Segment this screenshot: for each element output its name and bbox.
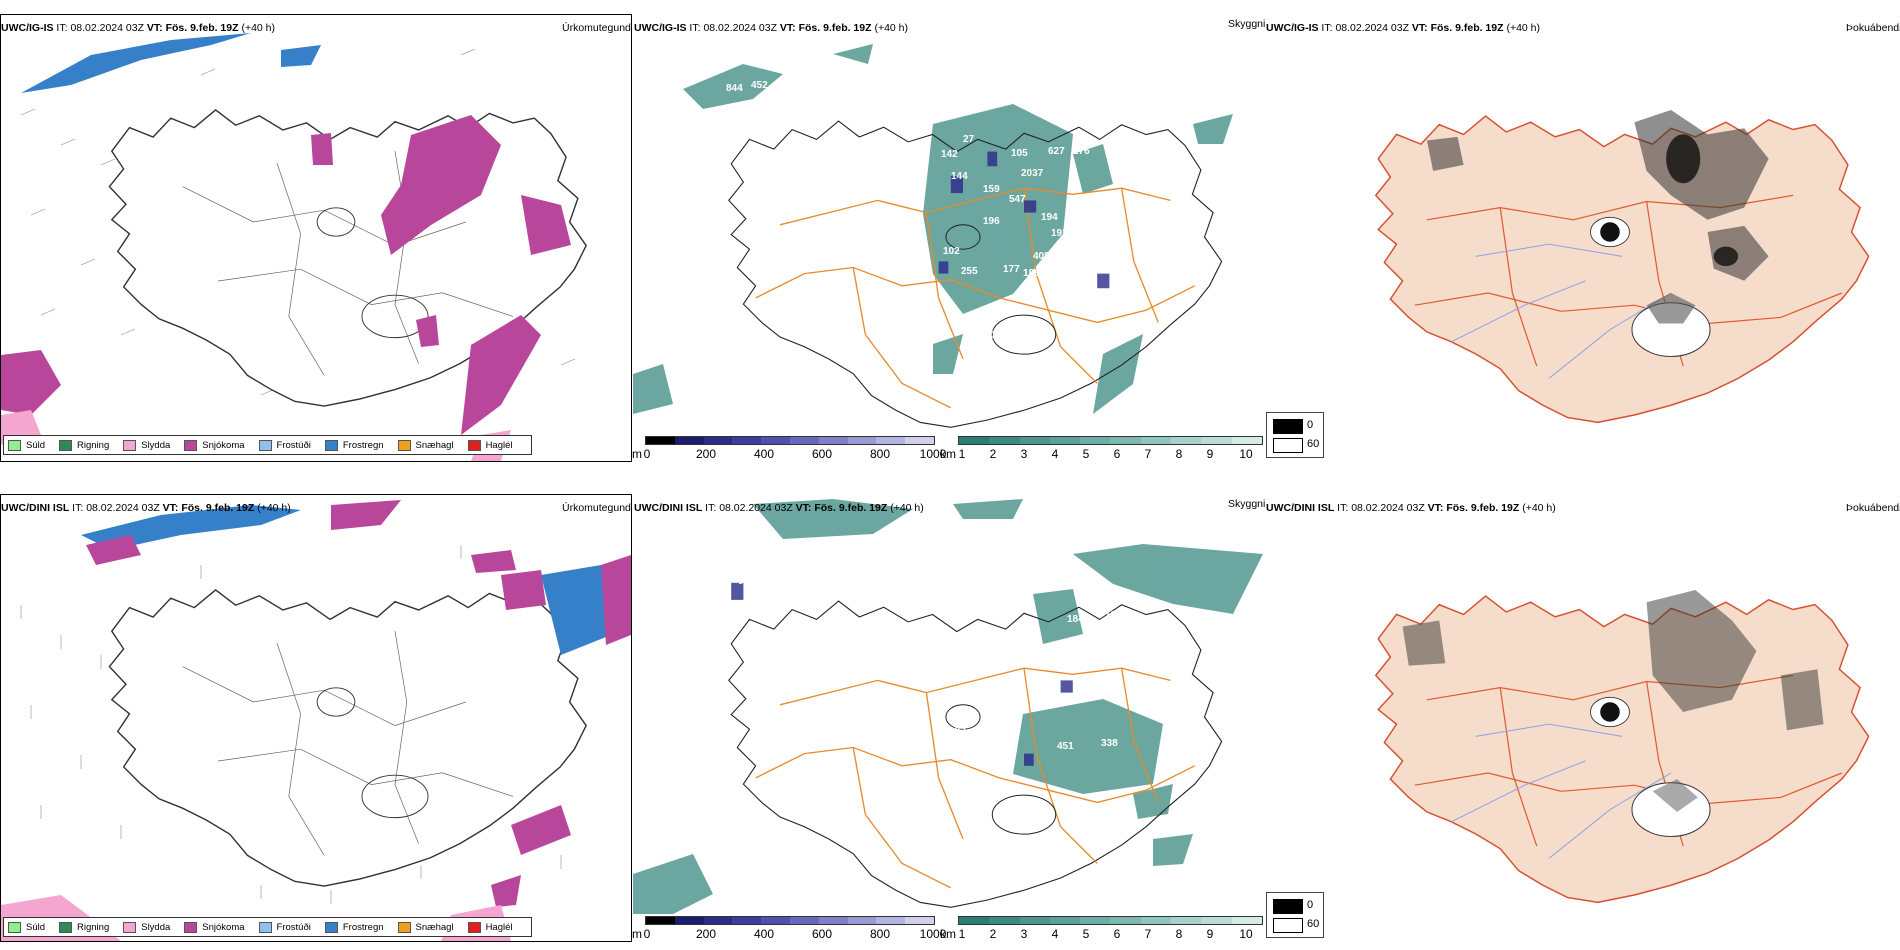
- svg-text:184: 184: [1067, 614, 1084, 625]
- fog-map-row1: [1375, 110, 1870, 424]
- svg-text:177: 177: [1003, 264, 1020, 275]
- svg-text:180: 180: [978, 330, 995, 341]
- precip-type-panel-row2: Súld Rigning Slydda Snjókoma Frostúði Fr…: [0, 494, 632, 942]
- ceiling-colorbar-row1: m 0 200 400 600 800 1000: [632, 436, 946, 462]
- svg-text:192: 192: [1051, 228, 1068, 239]
- panel-header-row1-a: UWC/IG-IS IT: 08.02.2024 03Z VT: Fös. 9.…: [1, 22, 276, 34]
- precip-type-map-row1: [1, 33, 587, 461]
- legend-item: Haglél: [467, 439, 513, 451]
- svg-text:196: 196: [983, 216, 1000, 227]
- row-1: Súld Rigning Slydda Snjókoma Frostúði Fr…: [0, 0, 1900, 470]
- svg-text:27: 27: [1049, 686, 1061, 697]
- cloud-map-row1: 844 452 142 27 144 159 105 627 176 2037 …: [633, 44, 1233, 428]
- fog-legend-row2: 0 60: [1266, 892, 1324, 938]
- fog-panel-row1: [1265, 14, 1900, 464]
- svg-text:452: 452: [751, 80, 768, 91]
- svg-text:105: 105: [1011, 148, 1028, 159]
- legend-item: Frostúði: [258, 439, 311, 451]
- svg-text:112: 112: [743, 592, 760, 603]
- svg-text:27: 27: [963, 134, 975, 145]
- svg-text:190: 190: [1105, 610, 1122, 621]
- panel-header-row2-b: UWC/DINI ISL IT: 08.02.2024 03Z VT: Fös.…: [634, 502, 924, 514]
- cloud-title-row1: Skyggni: [1228, 18, 1266, 30]
- svg-text:183: 183: [949, 726, 966, 737]
- legend-item: Snjókoma: [184, 439, 245, 451]
- legend-item: Slydda: [123, 439, 170, 451]
- svg-text:194: 194: [1041, 212, 1058, 223]
- visibility-colorbar-row1: km 1 2 3 4 5 6 7 8 9 10: [940, 436, 1263, 462]
- precip-legend-row2: Súld Rigning Slydda Snjókoma Frostúði Fr…: [3, 917, 532, 937]
- svg-text:144: 144: [951, 171, 968, 182]
- fog-title-row1: Þokuábendi: [1846, 22, 1900, 34]
- legend-item: Snæhagl: [397, 439, 454, 451]
- svg-text:2037: 2037: [1021, 168, 1044, 179]
- visibility-colorbar-row2: km 1 2 3 4 5 6 7 8 9 10: [940, 916, 1263, 942]
- precip-legend-row1: Súld Rigning Slydda Snjókoma Frostúði Fr…: [3, 435, 532, 455]
- fog-title-row2: Þokuábendi: [1846, 502, 1900, 514]
- cloud-map-row2: 91 112 912 184 190 337 27 183 451 338: [633, 499, 1263, 914]
- svg-text:102: 102: [943, 246, 960, 257]
- svg-text:159: 159: [983, 184, 1000, 195]
- legend-item: Rigning: [59, 921, 109, 933]
- panel-header-row1-b: UWC/IG-IS IT: 08.02.2024 03Z VT: Fös. 9.…: [634, 22, 909, 34]
- legend-item: Súld: [8, 439, 45, 451]
- fog-panel-row2: [1265, 494, 1900, 944]
- legend-item: Snæhagl: [397, 921, 454, 933]
- svg-text:627: 627: [1048, 146, 1065, 157]
- svg-text:142: 142: [941, 149, 958, 160]
- legend-item: Frostúði: [258, 921, 311, 933]
- precip-type-panel-row1: Súld Rigning Slydda Snjókoma Frostúði Fr…: [0, 14, 632, 462]
- legend-item: Frostregn: [324, 439, 384, 451]
- precip-type-map-row2: [1, 500, 631, 941]
- svg-text:844: 844: [726, 83, 743, 94]
- ceiling-labels-row1: 844 452 142 27 144 159 105 627 176 2037 …: [726, 80, 1096, 341]
- panel-header-row2-c: UWC/DINI ISL IT: 08.02.2024 03Z VT: Fös.…: [1266, 502, 1556, 514]
- cloud-panel-row2: 91 112 912 184 190 337 27 183 451 338: [633, 494, 1263, 944]
- ceiling-colorbar-row2: m 0 200 400 600 800 1000: [632, 916, 946, 942]
- cloud-panel-row1: 844 452 142 27 144 159 105 627 176 2037 …: [633, 14, 1263, 464]
- svg-text:186: 186: [1023, 268, 1040, 279]
- precip-title-row1: Úrkomutegund: [562, 22, 631, 34]
- panel-header-row1-c: UWC/IG-IS IT: 08.02.2024 03Z VT: Fös. 9.…: [1266, 22, 1541, 34]
- legend-item: Frostregn: [324, 921, 384, 933]
- svg-text:105: 105: [1079, 238, 1096, 249]
- svg-text:338: 338: [1101, 738, 1118, 749]
- legend-item: Snjókoma: [184, 921, 245, 933]
- legend-item: Slydda: [123, 921, 170, 933]
- legend-item: Haglél: [467, 921, 513, 933]
- legend-item: Rigning: [59, 439, 109, 451]
- row-2: Súld Rigning Slydda Snjókoma Frostúði Fr…: [0, 478, 1900, 950]
- svg-text:912: 912: [1081, 598, 1098, 609]
- svg-text:255: 255: [961, 266, 978, 277]
- svg-text:91: 91: [738, 576, 750, 587]
- svg-text:337: 337: [1109, 640, 1126, 651]
- svg-text:176: 176: [1073, 146, 1090, 157]
- legend-item: Súld: [8, 921, 45, 933]
- fog-map-row2: [1375, 590, 1870, 904]
- precip-title-row2: Úrkomutegund: [562, 502, 631, 514]
- ceiling-labels-row2: 91 112 912 184 190 337 27 183 451 338: [738, 576, 1126, 752]
- svg-text:405: 405: [1033, 251, 1050, 262]
- cloud-title-row2: Skyggni: [1228, 498, 1266, 510]
- svg-text:451: 451: [1057, 741, 1074, 752]
- fog-legend-row1: 0 60: [1266, 412, 1324, 458]
- panel-header-row2-a: UWC/DINI ISL IT: 08.02.2024 03Z VT: Fös.…: [1, 502, 291, 514]
- svg-text:547: 547: [1009, 194, 1026, 205]
- svg-text:204: 204: [1078, 202, 1095, 213]
